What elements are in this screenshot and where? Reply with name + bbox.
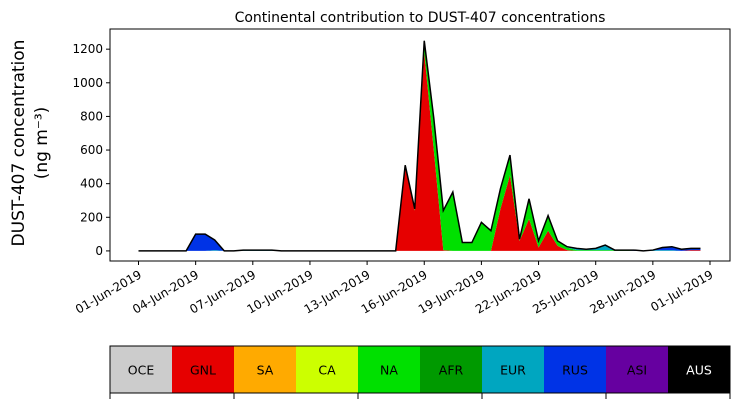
y-axis-label-line1: DUST-407 concentration [9,40,29,247]
legend-label-aus: AUS [686,363,712,378]
area-gnl [138,52,701,251]
legend-swatch-sa [234,346,297,393]
legend: OCE GNL SA CA NA AFR EUR RUS ASI AUS [109,345,731,399]
area-series-group [138,40,701,252]
legend-swatch-ca [296,346,359,393]
legend-swatch-oce [110,346,173,393]
y-tick-label: 1000 [72,76,103,90]
legend-swatch-asi [606,346,669,393]
legend-swatch-rus [544,346,607,393]
y-axis: 0 200 400 600 800 1000 1200 [72,42,110,258]
y-tick-label: 800 [80,109,103,123]
legend-label-ca: CA [318,363,336,378]
y-tick-label: 600 [80,143,103,157]
legend-label-oce: OCE [128,363,155,378]
plot-frame [109,28,731,262]
legend-swatch-gnl [172,346,235,393]
legend-label-gnl: GNL [190,363,216,378]
y-axis-label-line2: (ng m⁻³) [32,107,52,180]
y-tick-label: 400 [80,177,103,191]
y-tick-label: 1200 [72,42,103,56]
legend-label-rus: RUS [562,363,588,378]
legend-swatch-aus [668,346,731,393]
legend-swatch-afr [420,346,483,393]
legend-frame [109,345,731,394]
y-axis-label: DUST-407 concentration (ng m⁻³) [9,40,52,247]
legend-label-afr: AFR [439,363,464,378]
chart-title: Continental contribution to DUST-407 con… [235,10,606,26]
total-line [138,40,701,252]
legend-swatch-na [358,346,421,393]
legend-label-eur: EUR [500,363,526,378]
legend-label-na: NA [380,363,398,378]
y-tick-label: 0 [95,244,103,258]
x-tick-label: 01-Jul-2019 [648,267,715,314]
legend-swatch-eur [482,346,545,393]
x-axis: 01-Jun-201904-Jun-201907-Jun-201910-Jun-… [73,261,716,317]
y-tick-label: 200 [80,210,103,224]
legend-label-asi: ASI [627,363,647,378]
legend-label-sa: SA [257,363,274,378]
